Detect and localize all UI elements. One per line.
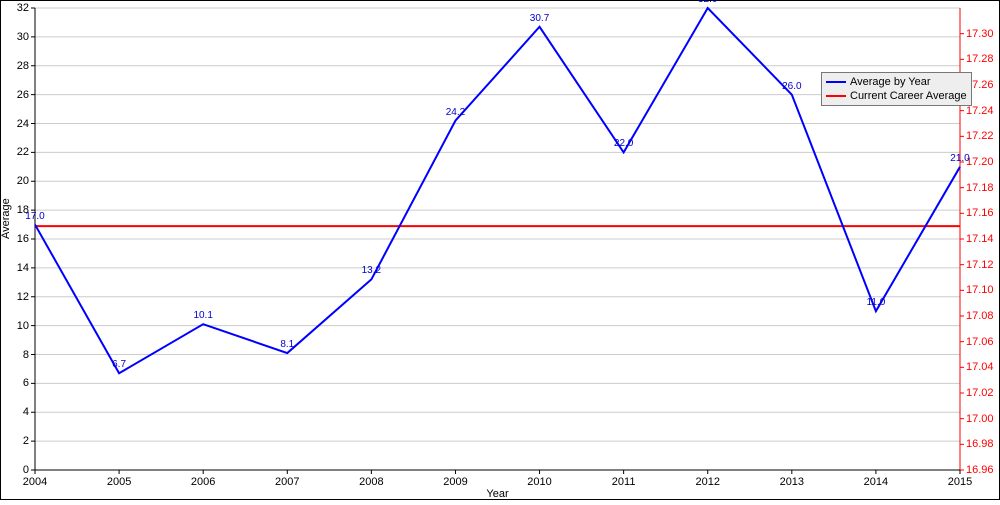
right-axis-tick-label: 17.12 bbox=[966, 259, 994, 271]
x-axis-tick-label: 2011 bbox=[612, 476, 636, 488]
data-point-label: 22.0 bbox=[614, 138, 633, 149]
left-axis-tick-label: 16 bbox=[17, 233, 29, 245]
left-axis-tick-label: 12 bbox=[17, 291, 29, 303]
x-axis-tick-label: 2015 bbox=[948, 476, 972, 488]
left-axis-tick-label: 6 bbox=[23, 377, 29, 389]
right-axis-tick-label: 17.24 bbox=[966, 105, 994, 117]
x-axis-tick-label: 2006 bbox=[191, 476, 215, 488]
x-axis-tick-label: 2004 bbox=[23, 476, 47, 488]
right-axis-tick-label: 17.14 bbox=[966, 233, 994, 245]
left-axis-tick-label: 22 bbox=[17, 146, 29, 158]
chart-legend: Average by Year Current Career Average bbox=[821, 72, 972, 106]
legend-swatch bbox=[826, 95, 846, 97]
left-axis-tick-label: 32 bbox=[17, 2, 29, 14]
left-axis-tick-label: 28 bbox=[17, 60, 29, 72]
right-axis-tick-label: 17.22 bbox=[966, 130, 994, 142]
x-axis-title: Year bbox=[486, 488, 508, 500]
left-axis-tick-label: 0 bbox=[23, 464, 29, 476]
average-by-year-chart: 0246810121416182022242628303216.9616.981… bbox=[0, 0, 1000, 500]
left-axis-tick-label: 4 bbox=[23, 406, 29, 418]
x-axis-tick-label: 2013 bbox=[780, 476, 804, 488]
right-axis-tick-label: 17.08 bbox=[966, 310, 994, 322]
legend-row: Average by Year bbox=[826, 75, 967, 89]
right-axis-tick-label: 17.30 bbox=[966, 28, 994, 40]
right-axis-tick-label: 17.18 bbox=[966, 182, 994, 194]
right-axis-tick-label: 17.10 bbox=[966, 284, 994, 296]
x-axis-tick-label: 2012 bbox=[695, 476, 719, 488]
right-axis-tick-label: 17.00 bbox=[966, 413, 994, 425]
data-point-label: 11.0 bbox=[867, 297, 886, 308]
right-axis-tick-label: 17.06 bbox=[966, 336, 994, 348]
x-axis-tick-label: 2009 bbox=[443, 476, 467, 488]
right-axis-tick-label: 17.28 bbox=[966, 53, 994, 65]
left-axis-tick-label: 30 bbox=[17, 31, 29, 43]
data-point-label: 13.2 bbox=[362, 265, 381, 276]
left-axis-tick-label: 8 bbox=[23, 349, 29, 361]
data-point-label: 10.1 bbox=[193, 310, 212, 321]
left-axis-tick-label: 2 bbox=[23, 435, 29, 447]
data-point-label: 6.7 bbox=[112, 359, 126, 370]
legend-row: Current Career Average bbox=[826, 89, 967, 103]
x-axis-tick-label: 2007 bbox=[275, 476, 299, 488]
left-axis-tick-label: 10 bbox=[17, 320, 29, 332]
data-point-label: 32.0 bbox=[698, 0, 717, 5]
x-axis-tick-label: 2010 bbox=[527, 476, 551, 488]
legend-swatch bbox=[826, 81, 846, 83]
data-point-label: 17.0 bbox=[25, 211, 44, 222]
x-axis-tick-label: 2008 bbox=[359, 476, 383, 488]
data-point-label: 30.7 bbox=[530, 13, 549, 24]
data-point-label: 26.0 bbox=[782, 81, 801, 92]
left-axis-tick-label: 24 bbox=[17, 118, 29, 130]
data-point-label: 21.0 bbox=[950, 153, 969, 164]
left-axis-tick-label: 14 bbox=[17, 262, 29, 274]
y-axis-title: Average bbox=[0, 198, 12, 239]
data-point-label: 24.2 bbox=[446, 107, 465, 118]
right-axis-tick-label: 17.20 bbox=[966, 156, 994, 168]
x-axis-tick-label: 2014 bbox=[864, 476, 888, 488]
right-axis-tick-label: 16.96 bbox=[966, 464, 994, 476]
left-axis-tick-label: 26 bbox=[17, 89, 29, 101]
right-axis-tick-label: 16.98 bbox=[966, 438, 994, 450]
right-axis-tick-label: 17.04 bbox=[966, 361, 994, 373]
left-axis-tick-label: 20 bbox=[17, 175, 29, 187]
legend-label: Average by Year bbox=[850, 76, 931, 88]
x-axis-tick-label: 2005 bbox=[107, 476, 131, 488]
right-axis-tick-label: 17.02 bbox=[966, 387, 994, 399]
data-point-label: 8.1 bbox=[280, 339, 294, 350]
legend-label: Current Career Average bbox=[850, 90, 967, 102]
right-axis-tick-label: 17.16 bbox=[966, 207, 994, 219]
